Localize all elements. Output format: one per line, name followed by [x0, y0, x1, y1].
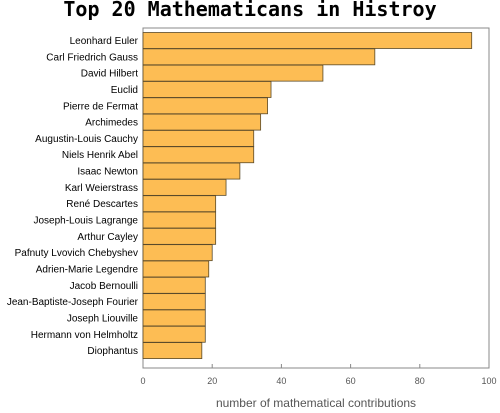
category-label-9: Karl Weierstrass [65, 183, 138, 194]
category-label-6: Augustin-Louis Cauchy [35, 134, 138, 145]
bar-12 [142, 227, 217, 245]
x-tick-label-3: 60 [346, 376, 356, 386]
bar-14 [142, 260, 210, 278]
category-labels: Leonhard Euler Carl Friedrich Gauss David … [7, 36, 139, 357]
bar-0 [142, 32, 473, 49]
category-label-2: David Hilbert [81, 69, 138, 80]
bar-4 [142, 97, 268, 115]
bar-7 [142, 146, 255, 164]
bar-10 [142, 195, 217, 213]
bar-13 [142, 244, 213, 262]
bar-5 [142, 113, 262, 131]
category-label-15: Jacob Bernoulli [70, 281, 138, 292]
bars-layer [142, 32, 473, 359]
x-tick-label-0: 0 [140, 376, 145, 386]
x-tick-label-4: 80 [415, 376, 425, 386]
category-label-17: Joseph Liouville [67, 313, 139, 324]
x-tick-label-2: 40 [276, 376, 286, 386]
bar-17 [142, 309, 206, 327]
bar-6 [142, 130, 255, 147]
bar-11 [142, 211, 217, 229]
category-label-16: Jean-Baptiste-Joseph Fourier [7, 297, 139, 308]
x-tick-label-5: 100 [481, 376, 496, 386]
x-tick-label-1: 20 [207, 376, 217, 386]
bar-9 [142, 178, 227, 196]
category-label-19: Diophantus [87, 346, 138, 357]
bar-3 [142, 81, 272, 98]
category-label-1: Carl Friedrich Gauss [46, 52, 138, 63]
category-label-10: René Descartes [66, 199, 138, 210]
bar-15 [142, 276, 206, 294]
category-label-0: Leonhard Euler [70, 36, 139, 47]
category-label-7: Niels Henrik Abel [62, 150, 138, 161]
x-axis-ticks: 0 20 40 60 80 100 [140, 364, 497, 386]
bar-16 [142, 293, 206, 311]
bar-18 [142, 325, 206, 343]
category-label-4: Pierre de Fermat [63, 101, 138, 112]
bar-1 [142, 48, 376, 66]
category-label-8: Isaac Newton [77, 167, 138, 178]
category-label-18: Hermann von Helmholtz [31, 330, 138, 341]
category-label-11: Joseph-Louis Lagrange [33, 216, 138, 227]
category-label-14: Adrien-Marie Legendre [36, 264, 139, 275]
category-label-13: Pafnuty Lvovich Chebyshev [15, 248, 138, 259]
category-label-12: Arthur Cayley [77, 232, 138, 243]
x-axis-title: number of mathematical contributions [216, 396, 416, 410]
bar-2 [142, 64, 324, 82]
category-label-3: Euclid [111, 85, 138, 96]
bar-8 [142, 162, 241, 180]
bar-19 [142, 342, 203, 359]
category-label-5: Archimedes [85, 118, 138, 129]
chart-title: Top 20 Mathematicans in Histroy [63, 0, 436, 21]
